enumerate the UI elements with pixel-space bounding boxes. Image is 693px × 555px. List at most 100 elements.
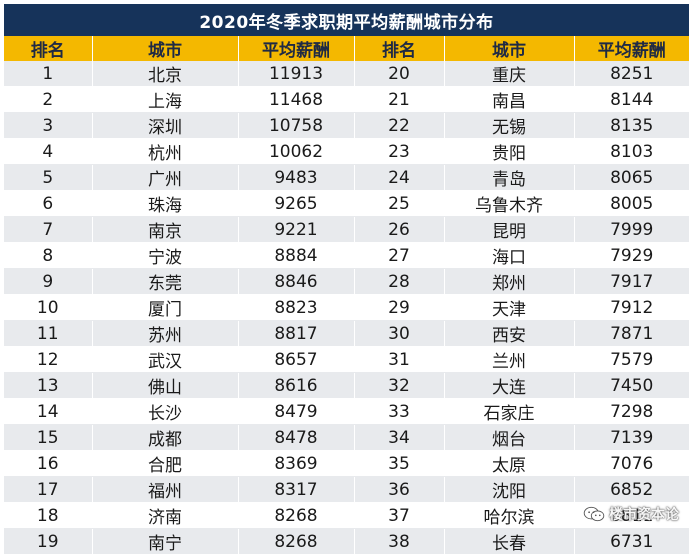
cell-city-left: 南宁	[92, 528, 239, 555]
cell-salary-left: 8479	[238, 398, 355, 425]
cell-rank-left: 1	[4, 61, 93, 87]
table-row: 6 珠海 9265 25 乌鲁木齐 8005	[4, 190, 689, 217]
cell-rank-left: 11	[4, 320, 93, 347]
cell-city-right: 沈阳	[444, 476, 575, 503]
cell-rank-right: 32	[354, 372, 445, 399]
cell-city-left: 苏州	[92, 320, 239, 347]
header-city-left: 城市	[92, 36, 239, 61]
cell-city-left: 深圳	[92, 112, 239, 139]
cell-city-left: 广州	[92, 164, 239, 191]
cell-rank-right: 28	[354, 268, 445, 295]
cell-salary-left: 8817	[238, 320, 355, 347]
cell-city-right: 青岛	[444, 164, 575, 191]
table-row: 11 苏州 8817 30 西安 7871	[4, 320, 689, 347]
cell-salary-left: 9483	[238, 164, 355, 191]
cell-city-left: 南京	[92, 216, 239, 243]
cell-rank-left: 16	[4, 450, 93, 477]
cell-city-left: 杭州	[92, 138, 239, 165]
cell-rank-left: 9	[4, 268, 93, 295]
cell-city-right: 西安	[444, 320, 575, 347]
cell-salary-right: 6731	[574, 528, 689, 555]
table-body: 1 北京 11913 20 重庆 8251 2 上海 11468 21 南昌 8144 3 深圳 10758…	[4, 61, 689, 555]
cell-salary-right: 7076	[574, 450, 689, 477]
cell-salary-left: 10062	[238, 138, 355, 165]
cell-city-right: 天津	[444, 294, 575, 321]
cell-rank-left: 7	[4, 216, 93, 243]
table-row: 2 上海 11468 21 南昌 8144	[4, 86, 689, 113]
table-row: 19 南宁 8268 38 长春 6731	[4, 528, 689, 555]
cell-salary-left: 8268	[238, 502, 355, 529]
cell-salary-right: 8144	[574, 86, 689, 113]
cell-rank-left: 14	[4, 398, 93, 425]
cell-salary-left: 9265	[238, 190, 355, 217]
cell-salary-left: 8823	[238, 294, 355, 321]
cell-city-right: 贵阳	[444, 138, 575, 165]
cell-salary-right: 7579	[574, 346, 689, 373]
cell-salary-left: 8317	[238, 476, 355, 503]
cell-salary-left: 8616	[238, 372, 355, 399]
cell-rank-left: 15	[4, 424, 93, 451]
wechat-icon	[583, 506, 605, 522]
cell-rank-right: 38	[354, 528, 445, 555]
cell-rank-left: 19	[4, 528, 93, 555]
table-row: 8 宁波 8884 27 海口 7929	[4, 242, 689, 269]
cell-salary-left: 8268	[238, 528, 355, 555]
cell-city-right: 重庆	[444, 61, 575, 87]
table-row: 12 武汉 8657 31 兰州 7579	[4, 346, 689, 373]
cell-city-right: 哈尔滨	[444, 502, 575, 529]
cell-rank-right: 31	[354, 346, 445, 373]
table-row: 4 杭州 10062 23 贵阳 8103	[4, 138, 689, 165]
cell-rank-right: 34	[354, 424, 445, 451]
cell-rank-right: 20	[354, 61, 445, 87]
cell-rank-left: 18	[4, 502, 93, 529]
table-row: 13 佛山 8616 32 大连 7450	[4, 372, 689, 399]
table-row: 9 东莞 8846 28 郑州 7917	[4, 268, 689, 295]
cell-city-right: 昆明	[444, 216, 575, 243]
cell-rank-left: 2	[4, 86, 93, 113]
cell-rank-right: 22	[354, 112, 445, 139]
cell-city-left: 厦门	[92, 294, 239, 321]
cell-city-left: 长沙	[92, 398, 239, 425]
cell-salary-left: 8369	[238, 450, 355, 477]
cell-rank-left: 6	[4, 190, 93, 217]
cell-salary-left: 9221	[238, 216, 355, 243]
cell-rank-right: 37	[354, 502, 445, 529]
cell-rank-right: 26	[354, 216, 445, 243]
cell-city-left: 武汉	[92, 346, 239, 373]
cell-city-right: 烟台	[444, 424, 575, 451]
cell-salary-left: 11468	[238, 86, 355, 113]
table-row: 3 深圳 10758 22 无锡 8135	[4, 112, 689, 139]
cell-salary-right: 6852	[574, 476, 689, 503]
cell-rank-left: 13	[4, 372, 93, 399]
cell-salary-right: 7912	[574, 294, 689, 321]
cell-rank-right: 30	[354, 320, 445, 347]
cell-rank-left: 17	[4, 476, 93, 503]
table-row: 18 济南 8268 37 哈尔滨 6811	[4, 502, 689, 529]
cell-salary-right: 7139	[574, 424, 689, 451]
table-row: 17 福州 8317 36 沈阳 6852	[4, 476, 689, 503]
cell-city-right: 石家庄	[444, 398, 575, 425]
header-rank-right: 排名	[354, 36, 445, 61]
cell-salary-right: 7298	[574, 398, 689, 425]
table-row: 15 成都 8478 34 烟台 7139	[4, 424, 689, 451]
cell-salary-right: 7917	[574, 268, 689, 295]
cell-city-right: 南昌	[444, 86, 575, 113]
cell-salary-right: 8103	[574, 138, 689, 165]
cell-salary-left: 11913	[238, 61, 355, 87]
cell-salary-left: 8478	[238, 424, 355, 451]
table-row: 14 长沙 8479 33 石家庄 7298	[4, 398, 689, 425]
cell-city-left: 福州	[92, 476, 239, 503]
header-rank-left: 排名	[4, 36, 93, 61]
salary-table-frame: 2020年冬季求职期平均薪酬城市分布 排名 城市 平均薪酬 排名 城市 平均薪酬…	[4, 4, 689, 555]
cell-rank-left: 12	[4, 346, 93, 373]
header-row: 排名 城市 平均薪酬 排名 城市 平均薪酬	[4, 36, 689, 61]
cell-rank-left: 10	[4, 294, 93, 321]
cell-city-right: 无锡	[444, 112, 575, 139]
cell-rank-left: 8	[4, 242, 93, 269]
cell-rank-right: 35	[354, 450, 445, 477]
cell-city-right: 太原	[444, 450, 575, 477]
table-row: 16 合肥 8369 35 太原 7076	[4, 450, 689, 477]
cell-city-right: 海口	[444, 242, 575, 269]
cell-salary-right: 6811	[574, 502, 689, 529]
table-title: 2020年冬季求职期平均薪酬城市分布	[4, 4, 689, 36]
